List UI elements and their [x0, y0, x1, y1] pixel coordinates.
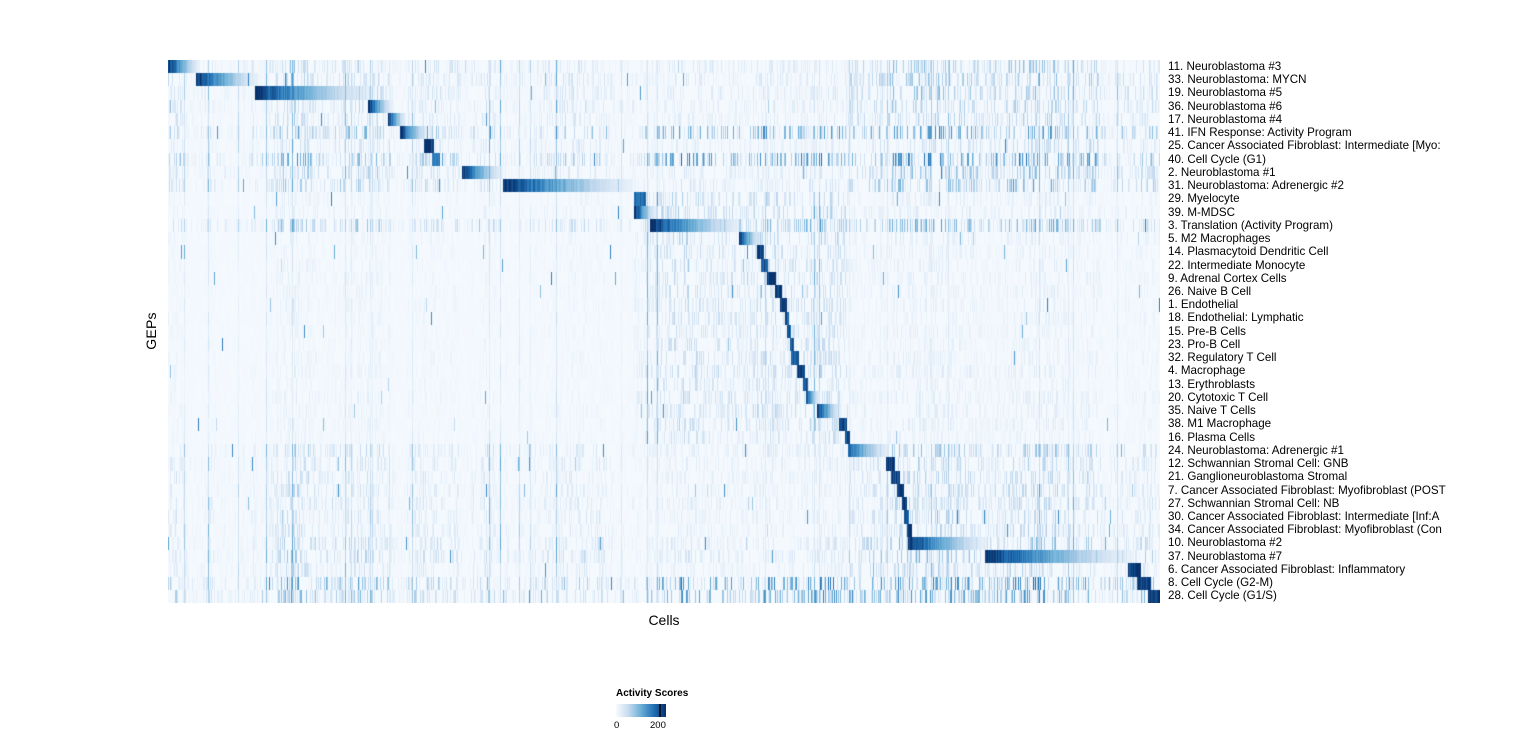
row-label: 27. Schwannian Stromal Cell: NB [1168, 496, 1340, 510]
row-label: 17. Neuroblastoma #4 [1168, 112, 1283, 126]
row-label: 39. M-MDSC [1168, 205, 1235, 219]
row-label: 1. Endothelial [1168, 298, 1239, 312]
legend-max-label: 200 [650, 720, 666, 731]
legend-min-label: 0 [614, 720, 620, 731]
row-label: 3. Translation (Activity Program) [1168, 218, 1333, 232]
row-label: 9. Adrenal Cortex Cells [1168, 271, 1287, 285]
row-label: 29. Myelocyte [1168, 192, 1240, 206]
row-label: 13. Erythroblasts [1168, 377, 1255, 391]
legend-max-tick [659, 704, 661, 717]
row-label: 11. Neuroblastoma #3 [1168, 60, 1282, 73]
row-label: 12. Schwannian Stromal Cell: GNB [1168, 457, 1349, 471]
row-label: 4. Macrophage [1168, 364, 1246, 378]
row-label: 36. Neuroblastoma #6 [1168, 99, 1283, 113]
legend: Activity Scores 0 200 [614, 688, 786, 732]
row-label: 6. Cancer Associated Fibroblast: Inflamm… [1168, 562, 1406, 576]
row-label: 22. Intermediate Monocyte [1168, 258, 1306, 272]
y-axis-label: GEPs [143, 312, 159, 350]
row-label: 32. Regulatory T Cell [1168, 351, 1277, 365]
row-label: 15. Pre-B Cells [1168, 324, 1246, 338]
heatmap-canvas [168, 60, 1160, 603]
row-label: 31. Neuroblastoma: Adrenergic #2 [1168, 179, 1344, 193]
row-label: 16. Plasma Cells [1168, 430, 1255, 444]
row-label: 40. Cell Cycle (G1) [1168, 152, 1266, 166]
row-labels: 11. Neuroblastoma #3 33. Neuroblastoma: M… [1164, 60, 1540, 605]
row-label: 28. Cell Cycle (G1/S) [1168, 589, 1277, 603]
x-axis-label: Cells [648, 612, 680, 628]
row-label: 25. Cancer Associated Fibroblast: Interm… [1168, 139, 1441, 153]
row-label: 26. Naive B Cell [1168, 284, 1252, 298]
row-label: 24. Neuroblastoma: Adrenergic #1 [1168, 443, 1344, 457]
row-label: 34. Cancer Associated Fibroblast: Myofib… [1168, 523, 1442, 537]
row-label: 35. Naive T Cells [1168, 404, 1256, 418]
row-label: 37. Neuroblastoma #7 [1168, 549, 1283, 563]
legend-tick-labels: 0 200 [614, 720, 786, 732]
row-label: 20. Cytotoxic T Cell [1168, 390, 1269, 404]
row-label: 10. Neuroblastoma #2 [1168, 536, 1283, 550]
row-label: 23. Pro-B Cell [1168, 337, 1241, 351]
legend-title: Activity Scores [616, 688, 689, 699]
row-label: 38. M1 Macrophage [1168, 417, 1272, 431]
row-label: 21. Ganglioneuroblastoma Stromal [1168, 470, 1348, 484]
row-label: 30. Cancer Associated Fibroblast: Interm… [1168, 509, 1440, 523]
row-label: 33. Neuroblastoma: MYCN [1168, 73, 1307, 87]
row-label: 18. Endothelial: Lymphatic [1168, 311, 1304, 325]
row-label: 5. M2 Macrophages [1168, 232, 1271, 246]
row-label: 7. Cancer Associated Fibroblast: Myofibr… [1168, 483, 1446, 497]
row-label: 2. Neuroblastoma #1 [1168, 165, 1276, 179]
legend-gradient-bar [616, 704, 666, 717]
row-label: 14. Plasmacytoid Dendritic Cell [1168, 245, 1329, 259]
row-label: 19. Neuroblastoma #5 [1168, 86, 1283, 100]
row-label: 8. Cell Cycle (G2-M) [1168, 576, 1274, 590]
row-label: 41. IFN Response: Activity Program [1168, 126, 1352, 140]
